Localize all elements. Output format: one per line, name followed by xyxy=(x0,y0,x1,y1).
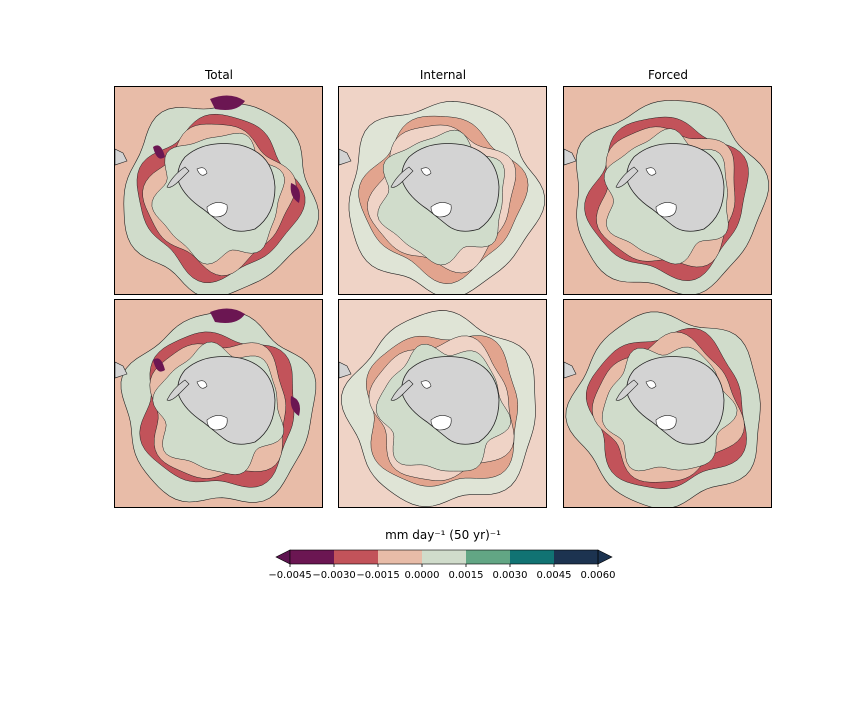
strong-negative-patch xyxy=(290,183,300,203)
antarctica-land xyxy=(177,143,276,232)
ronne-ice-shelf xyxy=(645,167,657,176)
map-panel-forced-row1 xyxy=(563,86,772,295)
map-svg xyxy=(115,300,322,507)
ronne-ice-shelf xyxy=(420,167,432,176)
colorbar-bin xyxy=(290,550,335,564)
map-panel-forced-row2 xyxy=(563,299,772,508)
colorbar-tick-label: −0.0045 xyxy=(268,570,312,581)
ronne-ice-shelf xyxy=(196,380,208,389)
ronne-ice-shelf xyxy=(645,380,657,389)
strong-negative-patch xyxy=(153,145,165,159)
ross-ice-shelf xyxy=(430,415,452,431)
strong-negative-patch xyxy=(210,308,245,323)
ross-ice-shelf xyxy=(206,415,228,431)
ronne-ice-shelf xyxy=(196,167,208,176)
colorbar-tick-label: 0.0015 xyxy=(448,570,484,581)
strong-negative-patch xyxy=(210,95,245,110)
ross-ice-shelf xyxy=(206,202,228,218)
antarctica-land xyxy=(626,143,725,232)
colorbar-tick-label: 0.0045 xyxy=(536,570,572,581)
column-title-total: Total xyxy=(204,68,234,82)
antarctica-land xyxy=(177,356,276,445)
antarctica-land xyxy=(626,356,725,445)
antarctica-land xyxy=(401,356,500,445)
colorbar-svg xyxy=(275,549,613,567)
map-svg xyxy=(564,300,771,507)
antarctic-peninsula xyxy=(166,166,190,188)
map-panel-total-row2 xyxy=(114,299,323,508)
antarctic-peninsula xyxy=(615,379,639,401)
colorbar-bin xyxy=(378,550,423,564)
map-panel-internal-row1 xyxy=(338,86,547,295)
strong-negative-patch xyxy=(153,358,165,372)
colorbar-extend-low xyxy=(275,549,291,565)
ross-ice-shelf xyxy=(655,415,677,431)
strong-negative-patch xyxy=(290,396,300,416)
colorbar xyxy=(274,547,614,587)
colorbar-bin xyxy=(510,550,555,564)
column-title-internal: Internal xyxy=(419,68,467,82)
antarctic-peninsula xyxy=(166,379,190,401)
south-america-land xyxy=(339,361,352,379)
colorbar-tick-label: −0.0015 xyxy=(356,570,400,581)
colorbar-label: mm day⁻¹ (50 yr)⁻¹ xyxy=(385,528,501,542)
column-title-forced: Forced xyxy=(647,68,689,82)
antarctic-peninsula xyxy=(390,166,414,188)
south-america-land xyxy=(115,148,128,166)
south-america-land xyxy=(564,148,577,166)
map-svg xyxy=(339,300,546,507)
colorbar-extend-high xyxy=(597,549,613,565)
south-america-land xyxy=(115,361,128,379)
colorbar-bin xyxy=(554,550,599,564)
colorbar-frame xyxy=(289,549,599,565)
map-svg xyxy=(564,87,771,294)
colorbar-tick-label: 0.0000 xyxy=(404,570,440,581)
map-svg xyxy=(115,87,322,294)
south-america-land xyxy=(339,148,352,166)
colorbar-tick-label: 0.0060 xyxy=(580,570,616,581)
antarctica-land xyxy=(401,143,500,232)
map-panel-internal-row2 xyxy=(338,299,547,508)
ronne-ice-shelf xyxy=(420,380,432,389)
colorbar-bin xyxy=(466,550,511,564)
ross-ice-shelf xyxy=(430,202,452,218)
colorbar-bin xyxy=(422,550,467,564)
map-panel-total-row1 xyxy=(114,86,323,295)
antarctic-peninsula xyxy=(390,379,414,401)
south-america-land xyxy=(564,361,577,379)
map-svg xyxy=(339,87,546,294)
colorbar-tick-label: 0.0030 xyxy=(492,570,528,581)
colorbar-tick-label: −0.0030 xyxy=(312,570,356,581)
antarctic-peninsula xyxy=(615,166,639,188)
ross-ice-shelf xyxy=(655,202,677,218)
colorbar-bin xyxy=(334,550,379,564)
